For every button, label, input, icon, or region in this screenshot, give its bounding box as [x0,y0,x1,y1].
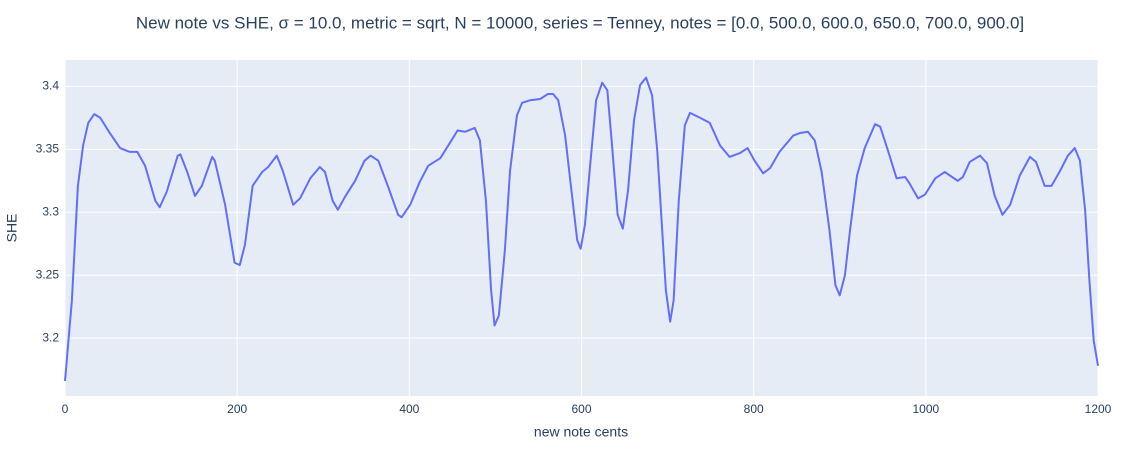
y-tick-label: 3.3 [42,204,59,218]
x-axis-title: new note cents [534,424,628,440]
x-tick-label: 0 [62,402,69,416]
x-tick-label: 800 [744,402,764,416]
x-tick-label: 400 [399,402,419,416]
y-tick-label: 3.4 [42,79,59,93]
x-tick-label: 1200 [1085,402,1112,416]
y-tick-label: 3.25 [36,267,60,281]
chart-title: New note vs SHE, σ = 10.0, metric = sqrt… [136,13,1024,32]
y-tick-label: 3.35 [36,142,60,156]
x-tick-label: 1000 [912,402,939,416]
y-axis-title: SHE [4,214,20,243]
x-tick-label: 600 [571,402,591,416]
y-tick-label: 3.2 [42,330,59,344]
data-line [64,76,1099,381]
x-tick-label: 200 [227,402,247,416]
